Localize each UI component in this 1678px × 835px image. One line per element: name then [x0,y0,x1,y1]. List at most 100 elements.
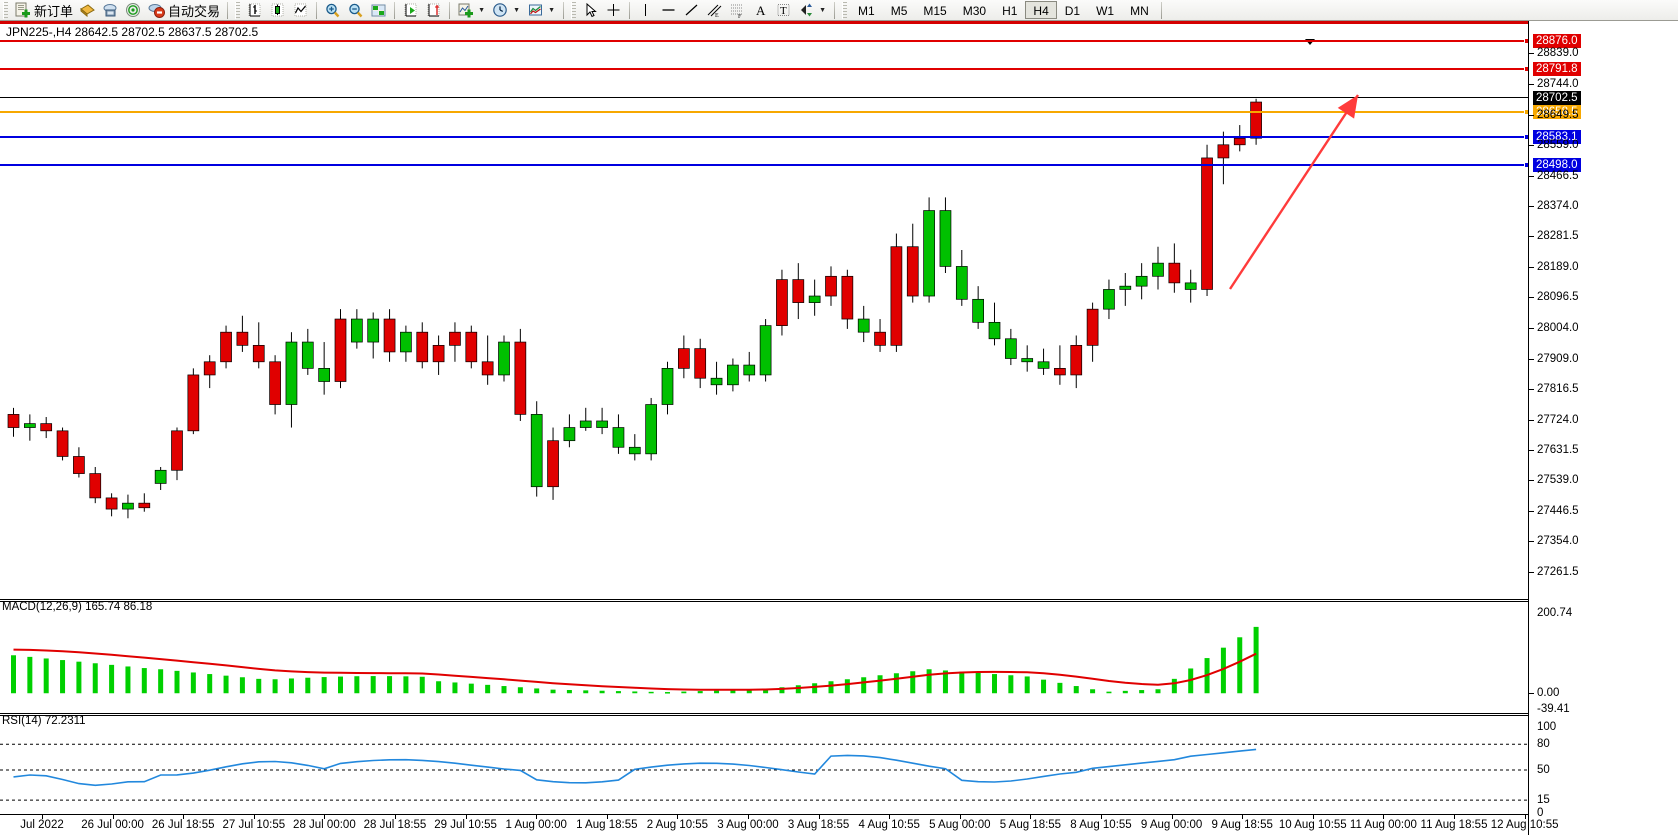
candle-body [1233,137,1246,146]
current-price-line[interactable] [0,96,1528,98]
price-tick [1529,266,1534,268]
candle-body [547,440,559,488]
chart-canvas[interactable]: JPN225-,H4 28642.5 28702.5 28637.5 28702… [0,21,1678,835]
period-dropdown-arrow[interactable]: ▼ [513,6,520,14]
text-button[interactable]: A [749,0,772,20]
auto-scroll-button[interactable] [399,0,422,20]
horizontal-line-icon [660,2,677,19]
macd-histogram-bar [1041,679,1047,694]
indicators-button[interactable]: ▼ [454,0,489,20]
templates-button[interactable]: ▼ [524,0,559,20]
horizontal-line-button[interactable] [657,0,680,20]
chart-shift-button[interactable] [367,0,390,20]
signals-button[interactable] [122,0,145,20]
time-tick [959,815,961,819]
time-tick-label: 1 Aug 00:00 [505,819,567,831]
macd-histogram-bar [1008,675,1014,694]
trendline-button[interactable] [680,0,703,20]
indicators-dropdown-arrow[interactable]: ▼ [478,6,485,14]
macd-histogram-bar [76,661,82,694]
candle-body [727,364,739,386]
price-tick [1529,450,1534,452]
timeframe-toolbar-grip[interactable] [842,1,848,19]
time-tick-label: 28 Jul 18:55 [363,819,427,831]
vertical-line-button[interactable] [634,0,657,20]
zoom-in-button[interactable] [321,0,344,20]
candle-body [416,331,429,363]
templates-dropdown-arrow[interactable]: ▼ [548,6,555,14]
candle-body [906,246,919,297]
support-line-1[interactable] [0,134,1530,141]
data-center-button[interactable] [99,0,122,20]
timeframe-button-mn[interactable]: MN [1130,4,1149,18]
candle-body [808,295,821,303]
time-scale[interactable]: Jul 2022 26 Jul 00:00 26 Jul 18:55 27 Jul 1… [0,814,1558,835]
svg-text:E: E [715,13,719,19]
draw-toolbar-grip[interactable] [571,1,577,19]
fibonacci-button[interactable]: F [726,0,749,20]
equidistant-channel-button[interactable]: E [703,0,726,20]
price-scale[interactable]: 28876.0 28839.0 28791.8 28744.0 28702.5 28658… [1528,21,1678,835]
arrows-button[interactable]: ▼ [795,0,830,20]
new-order-button[interactable]: 新订单 [11,0,76,20]
text-label-button[interactable]: T [772,0,795,20]
take-profit-upper[interactable] [0,37,1530,44]
timeframe-button-m5[interactable]: M5 [890,4,908,18]
zoom-out-button[interactable] [344,0,367,20]
timeframe-button-d1[interactable]: D1 [1064,4,1081,18]
price-tick-label: 28649.5 [1537,109,1579,122]
toolbar-grip[interactable] [3,1,8,19]
macd-histogram-bar [648,691,654,694]
bar-chart-button[interactable] [243,0,266,20]
timeframe-button-m1[interactable]: M1 [858,4,875,18]
price-level-badge[interactable]: 28583.1 [1533,130,1581,145]
take-profit-line[interactable] [0,65,1530,72]
timeframe-button-h1[interactable]: H1 [1002,4,1018,18]
scroll-marker-icon[interactable] [1305,39,1315,45]
cursor-button[interactable] [579,0,602,20]
chart-toolbar-grip[interactable] [235,1,241,19]
crosshair-icon [605,2,622,19]
time-tick-label: 28 Jul 00:00 [293,819,356,831]
crosshair-button[interactable] [602,0,625,20]
price-level-badge[interactable]: 28876.0 [1533,33,1581,48]
candle-body [955,266,968,300]
line-chart-icon [292,2,309,19]
macd-histogram-bar [1073,686,1079,694]
toolbar-separator-4 [449,1,451,19]
macd-scale-tick [1529,693,1534,695]
timeframe-button-m30[interactable]: M30 [962,4,987,18]
macd-histogram-bar [861,677,867,694]
candle-body [645,404,658,455]
macd-histogram-bar [942,670,948,694]
candle-body [1119,285,1132,290]
arrows-dropdown-arrow[interactable]: ▼ [819,6,826,14]
chart-shift-end-button[interactable] [422,0,445,20]
price-level-badge[interactable]: 28658.5 [1533,105,1581,120]
price-level-badge[interactable]: 28791.8 [1533,61,1581,76]
candle-body [236,331,249,346]
candle-body [628,446,641,455]
auto-trading-button[interactable]: 自动交易 [145,0,223,20]
timeframe-button-m15[interactable]: M15 [923,4,947,18]
arrows-icon [798,2,815,19]
support-line-2[interactable] [0,162,1530,169]
rsi-scale-label: 15 [1537,794,1550,807]
timeframe-button-h4[interactable]: H4 [1025,1,1057,19]
indicators-icon [457,2,474,19]
macd-histogram-bar [992,674,997,694]
macd-histogram-bar [795,685,801,694]
price-level-badge[interactable]: 28702.5 [1533,90,1581,105]
fibonacci-icon: F [729,2,746,20]
macd-histogram-bar [1220,647,1226,694]
candlestick-chart-button[interactable] [266,0,289,20]
time-tick [1030,815,1032,819]
expert-advisors-button[interactable] [76,0,99,20]
line-chart-button[interactable] [289,0,312,20]
entry-line[interactable] [0,109,1530,116]
price-level-badge[interactable]: 28498.0 [1533,158,1581,173]
timeframe-button-w1[interactable]: W1 [1096,4,1115,18]
candle-body [220,331,232,363]
period-button[interactable]: ▼ [489,0,524,20]
toolbar-separator-8 [1160,1,1162,19]
